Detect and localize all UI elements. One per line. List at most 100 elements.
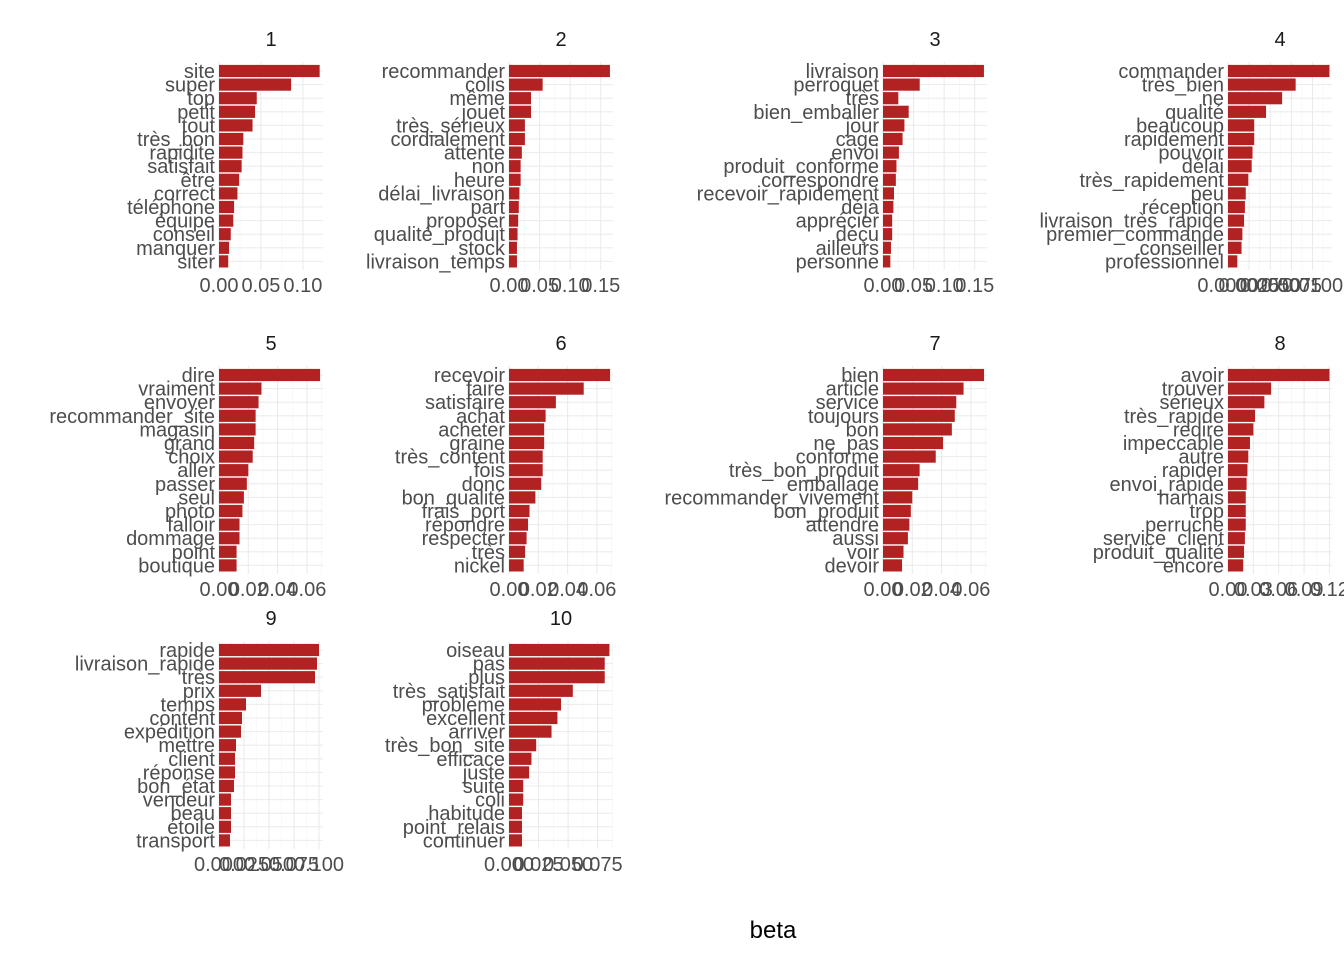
term-label: vraiment bbox=[138, 379, 215, 401]
term-label: seul bbox=[178, 487, 215, 509]
term-label: temps bbox=[161, 694, 215, 716]
term-label: coli bbox=[475, 790, 505, 812]
bar bbox=[1228, 450, 1249, 463]
term-label: impeccable bbox=[1123, 433, 1224, 455]
bar bbox=[509, 368, 611, 382]
bar bbox=[1228, 200, 1245, 214]
term-label: bon_produit bbox=[773, 501, 879, 523]
bar bbox=[883, 105, 909, 118]
term-label: conforme bbox=[796, 447, 879, 469]
facet-panel: 7 bienarticleservicetoujoursbonne_pasconf… bbox=[664, 333, 990, 601]
term-label: même bbox=[449, 88, 505, 110]
bar bbox=[509, 671, 605, 684]
bar bbox=[1228, 504, 1246, 518]
bar bbox=[883, 518, 910, 531]
x-tick-label: 0.05 bbox=[520, 275, 559, 297]
bar bbox=[883, 119, 905, 132]
term-label: transport bbox=[136, 830, 215, 852]
bar bbox=[509, 173, 521, 186]
bar bbox=[509, 146, 522, 159]
bar bbox=[509, 477, 542, 490]
term-label: heure bbox=[454, 170, 505, 192]
term-label: expédition bbox=[124, 722, 215, 744]
term-label: recevoir_rapidement bbox=[697, 183, 880, 205]
x-tick-label: 0.0025 bbox=[1219, 275, 1280, 297]
bar bbox=[219, 657, 317, 670]
bar bbox=[219, 436, 255, 450]
x-tick-label: 0.050 bbox=[244, 854, 294, 876]
bar bbox=[883, 368, 985, 382]
bar bbox=[509, 559, 524, 572]
term-label: cordialement bbox=[390, 129, 505, 151]
facet-panel: 9 rapidelivraison_rapidetrèsprixtempscont… bbox=[75, 608, 344, 876]
bar bbox=[883, 187, 895, 200]
term-label: site bbox=[184, 61, 215, 83]
bar bbox=[883, 545, 904, 558]
term-label: colis bbox=[465, 75, 505, 97]
bar bbox=[509, 423, 545, 436]
bar bbox=[219, 450, 253, 463]
term-label: excellent bbox=[426, 708, 505, 730]
term-label: non bbox=[472, 156, 505, 178]
bar bbox=[509, 545, 526, 558]
bar bbox=[1228, 160, 1252, 173]
x-tick-label: 0.000 bbox=[194, 854, 244, 876]
bar bbox=[883, 160, 897, 173]
bar bbox=[1228, 146, 1253, 159]
x-tick-label: 0.10 bbox=[925, 275, 964, 297]
term-label: manquer bbox=[136, 238, 215, 260]
bar bbox=[509, 396, 556, 409]
term-label: pouvoir bbox=[1158, 143, 1224, 165]
bar bbox=[1228, 464, 1248, 477]
bar bbox=[1228, 241, 1242, 254]
term-label: magasin bbox=[139, 419, 215, 441]
term-label: voir bbox=[847, 542, 880, 564]
term-label: très_bon bbox=[137, 129, 215, 151]
x-tick-label: 0.025 bbox=[219, 854, 269, 876]
bar bbox=[219, 807, 231, 820]
bar bbox=[509, 382, 584, 395]
x-tick-label: 0.100 bbox=[294, 854, 344, 876]
term-label: être bbox=[181, 170, 215, 192]
bar bbox=[883, 423, 952, 436]
bar bbox=[509, 64, 610, 78]
term-label: peu bbox=[1191, 183, 1224, 205]
term-label: service bbox=[816, 392, 879, 414]
term-label: étoile bbox=[167, 817, 215, 839]
bar bbox=[219, 834, 230, 847]
facet-panel: 8 avoirtrouversérieuxtrès_rapideredireimp… bbox=[1093, 333, 1344, 601]
bar bbox=[219, 382, 262, 395]
bar bbox=[883, 255, 891, 268]
facet-title: 4 bbox=[1274, 29, 1285, 51]
term-label: très_sérieux bbox=[396, 115, 505, 137]
term-label: bon_qualité bbox=[402, 487, 505, 509]
bar bbox=[1228, 382, 1272, 395]
bar bbox=[219, 671, 315, 684]
term-label: content bbox=[149, 708, 215, 730]
bar bbox=[219, 491, 244, 504]
bar bbox=[883, 78, 920, 91]
bar bbox=[219, 78, 292, 91]
term-label: plus bbox=[468, 667, 505, 689]
term-label: très_bien bbox=[1142, 75, 1224, 97]
term-label: bien_emballer bbox=[753, 102, 879, 124]
term-label: avoir bbox=[1181, 365, 1225, 387]
term-label: conseiller bbox=[1140, 238, 1225, 260]
facet-panel: 5 direvraimentenvoyerrecommander_sitemaga… bbox=[49, 333, 326, 601]
bar bbox=[883, 241, 891, 254]
bar bbox=[883, 64, 984, 78]
bar bbox=[1228, 491, 1246, 504]
term-label: correspondre bbox=[761, 170, 879, 192]
x-tick-label: 0.15 bbox=[955, 275, 994, 297]
bar bbox=[219, 739, 236, 752]
term-label: mettre bbox=[158, 735, 215, 757]
bar bbox=[219, 725, 241, 738]
term-label: encore bbox=[1163, 555, 1224, 577]
bar bbox=[509, 725, 552, 738]
term-label: efficace bbox=[436, 749, 505, 771]
bar bbox=[509, 793, 524, 806]
bar bbox=[1228, 78, 1296, 91]
term-label: envoi_rapide bbox=[1109, 474, 1224, 496]
bar bbox=[219, 396, 259, 409]
